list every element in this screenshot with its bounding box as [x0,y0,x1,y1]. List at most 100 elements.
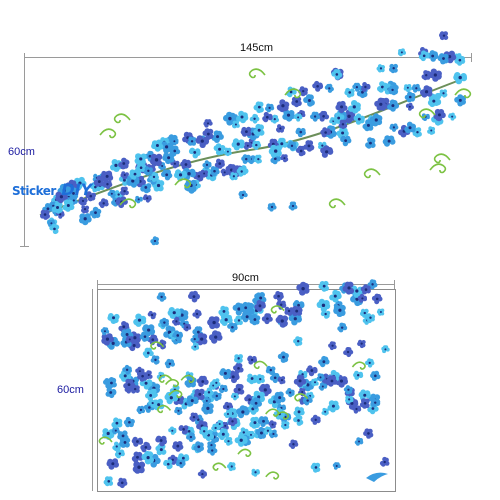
flower-icon [180,159,192,170]
vine-curl-icon [248,68,266,79]
flower-icon [208,330,223,344]
flower-icon [243,141,253,150]
top-width-dimension-line [24,57,472,58]
flower-icon [265,103,275,113]
flower-icon [303,94,315,107]
flower-icon [437,53,449,65]
flower-icon [324,83,334,93]
flower-icon [296,281,310,296]
flower-icon [362,119,375,132]
vine-curl-icon [158,374,173,383]
flower-icon [365,358,375,368]
flower-icon [241,154,252,165]
flower-icon [453,72,468,85]
flower-icon [379,456,390,467]
flower-icon [382,135,396,147]
flower-icon [134,153,147,166]
flower-icon [137,371,148,382]
flower-icon [211,130,224,143]
flower-icon [247,355,258,365]
flower-icon [51,201,63,214]
flower-icon [115,196,128,209]
flower-icon [105,377,117,389]
flower-icon [227,462,236,472]
flower-icon [172,316,181,326]
flower-icon [389,123,399,132]
flower-icon [318,382,328,391]
flower-icon [249,313,261,326]
flower-icon [119,437,131,448]
flower-icon [374,97,388,111]
flower-icon [291,96,302,108]
flower-icon [352,82,362,92]
flower-icon [120,186,129,196]
flower-icon [282,109,295,122]
flower-icon [329,289,342,303]
flower-icon [376,64,385,73]
flower-icon [211,423,221,433]
flower-icon [335,100,348,114]
flower-icon [201,402,214,415]
flower-icon [175,459,186,469]
flower-icon [295,145,306,157]
flower-icon [188,290,200,303]
flower-icon [107,189,116,198]
flower-icon [218,305,230,317]
flower-icon [418,50,430,62]
vine-curl-icon [265,471,280,480]
flower-icon [223,111,237,126]
sheet-height-dimension-line [92,289,93,491]
flower-icon [295,127,306,138]
flower-icon [117,477,128,489]
flower-icon [257,416,270,427]
vine-curl-icon [253,360,268,370]
flower-icon [268,144,282,158]
flower-icon [303,140,315,152]
flower-icon [320,145,334,158]
vine-curl-icon [150,341,165,350]
flower-icon [150,153,163,167]
flower-icon [213,143,226,156]
flower-icon [387,99,400,112]
flower-icon [103,476,114,487]
flower-icon [236,405,250,419]
flower-icon [149,171,160,183]
flower-icon [240,126,252,137]
flower-icon [253,123,265,137]
flower-icon [389,63,398,74]
flower-icon [62,199,75,212]
flower-icon [360,82,371,92]
flower-icon [106,458,119,470]
flower-icon [203,119,213,128]
flower-icon [439,89,448,98]
flower-icon [234,354,244,364]
flower-icon [211,391,222,402]
flower-icon [345,395,354,404]
flower-icon [351,404,362,414]
flower-icon [397,48,406,57]
flower-icon [454,94,466,107]
flower-icon [122,364,132,375]
flower-icon [367,279,378,290]
flower-icon [211,378,221,388]
flower-icon [287,141,297,151]
flower-icon [133,313,147,327]
flower-icon [209,166,220,177]
flower-icon [249,416,260,429]
flower-icon [405,102,414,111]
top-height-dimension-line [24,57,25,247]
flower-icon [302,395,313,406]
flower-icon [139,331,150,342]
flower-icon [404,121,416,134]
flower-icon [273,391,286,404]
flower-icon [47,219,56,227]
flower-icon [145,389,157,402]
flower-icon [427,94,440,108]
flower-icon [111,427,120,435]
flower-icon [231,138,245,151]
flower-icon [404,91,416,103]
logo-diy-text: DIY [61,180,93,199]
vine-curl-icon [294,393,309,402]
flower-icon [261,313,273,325]
top-height-dimension-tick-bottom [20,246,29,247]
